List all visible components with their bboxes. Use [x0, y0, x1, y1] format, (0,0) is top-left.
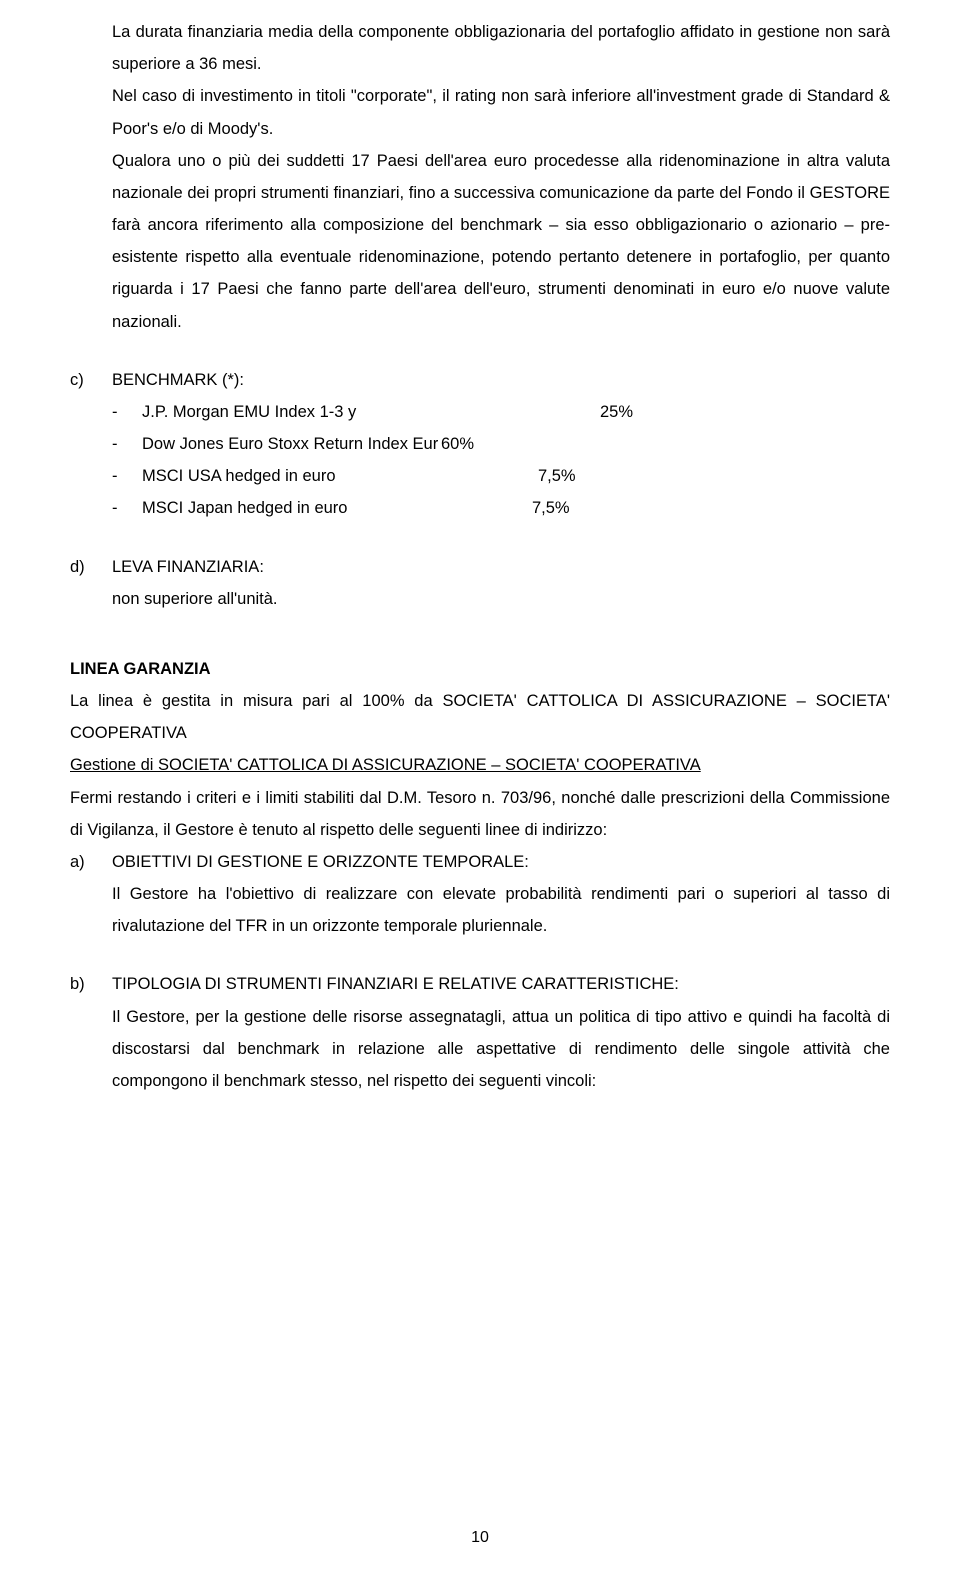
intro-paragraph-2: Nel caso di investimento in titoli "corp… — [112, 80, 890, 144]
section-a-title: OBIETTIVI DI GESTIONE E ORIZZONTE TEMPOR… — [112, 846, 890, 878]
section-d-title: LEVA FINANZIARIA: — [112, 551, 890, 583]
intro-paragraph-3: Qualora uno o più dei suddetti 17 Paesi … — [112, 145, 890, 338]
benchmark-row: - Dow Jones Euro Stoxx Return Index Eur … — [112, 428, 890, 460]
intro-paragraph-1: La durata finanziaria media della compon… — [112, 16, 890, 80]
benchmark-value: 60% — [441, 428, 474, 460]
benchmark-value: 7,5% — [532, 492, 570, 524]
benchmark-name: Dow Jones Euro Stoxx Return Index Eur — [142, 428, 441, 460]
section-d-marker: d) — [70, 558, 112, 577]
benchmark-row: - MSCI USA hedged in euro 7,5% — [112, 460, 890, 492]
benchmark-name: J.P. Morgan EMU Index 1-3 y — [142, 396, 600, 428]
section-d-header: d) LEVA FINANZIARIA: — [70, 551, 890, 583]
page-number: 10 — [0, 1529, 960, 1547]
section-b-marker: b) — [70, 975, 112, 994]
section-b-header: b) TIPOLOGIA DI STRUMENTI FINANZIARI E R… — [70, 968, 890, 1000]
benchmark-list: - J.P. Morgan EMU Index 1-3 y 25% - Dow … — [70, 396, 890, 525]
benchmark-name: MSCI USA hedged in euro — [142, 460, 538, 492]
dash-icon: - — [112, 435, 142, 454]
benchmark-name: MSCI Japan hedged in euro — [142, 492, 532, 524]
section-d-body: non superiore all'unità. — [112, 583, 890, 615]
linea-paragraph-1: La linea è gestita in misura pari al 100… — [70, 685, 890, 749]
linea-paragraph-2: Gestione di SOCIETA' CATTOLICA DI ASSICU… — [70, 749, 890, 781]
benchmark-value: 7,5% — [538, 460, 576, 492]
document-page: La durata finanziaria media della compon… — [0, 0, 960, 1569]
section-a-header: a) OBIETTIVI DI GESTIONE E ORIZZONTE TEM… — [70, 846, 890, 878]
section-a-body: Il Gestore ha l'obiettivo di realizzare … — [112, 878, 890, 942]
linea-paragraph-3: Fermi restando i criteri e i limiti stab… — [70, 782, 890, 846]
dash-icon: - — [112, 403, 142, 422]
section-c-marker: c) — [70, 371, 112, 390]
section-c-header: c) BENCHMARK (*): — [70, 364, 890, 396]
benchmark-row: - J.P. Morgan EMU Index 1-3 y 25% — [112, 396, 890, 428]
benchmark-row: - MSCI Japan hedged in euro 7,5% — [112, 492, 890, 524]
section-a-marker: a) — [70, 853, 112, 872]
section-b-body: Il Gestore, per la gestione delle risors… — [112, 1001, 890, 1098]
dash-icon: - — [112, 467, 142, 486]
section-c-title: BENCHMARK (*): — [112, 364, 890, 396]
indented-intro: La durata finanziaria media della compon… — [70, 16, 890, 338]
section-b-title: TIPOLOGIA DI STRUMENTI FINANZIARI E RELA… — [112, 968, 890, 1000]
dash-icon: - — [112, 499, 142, 518]
benchmark-value: 25% — [600, 396, 633, 428]
linea-garanzia-heading: LINEA GARANZIA — [70, 653, 890, 685]
